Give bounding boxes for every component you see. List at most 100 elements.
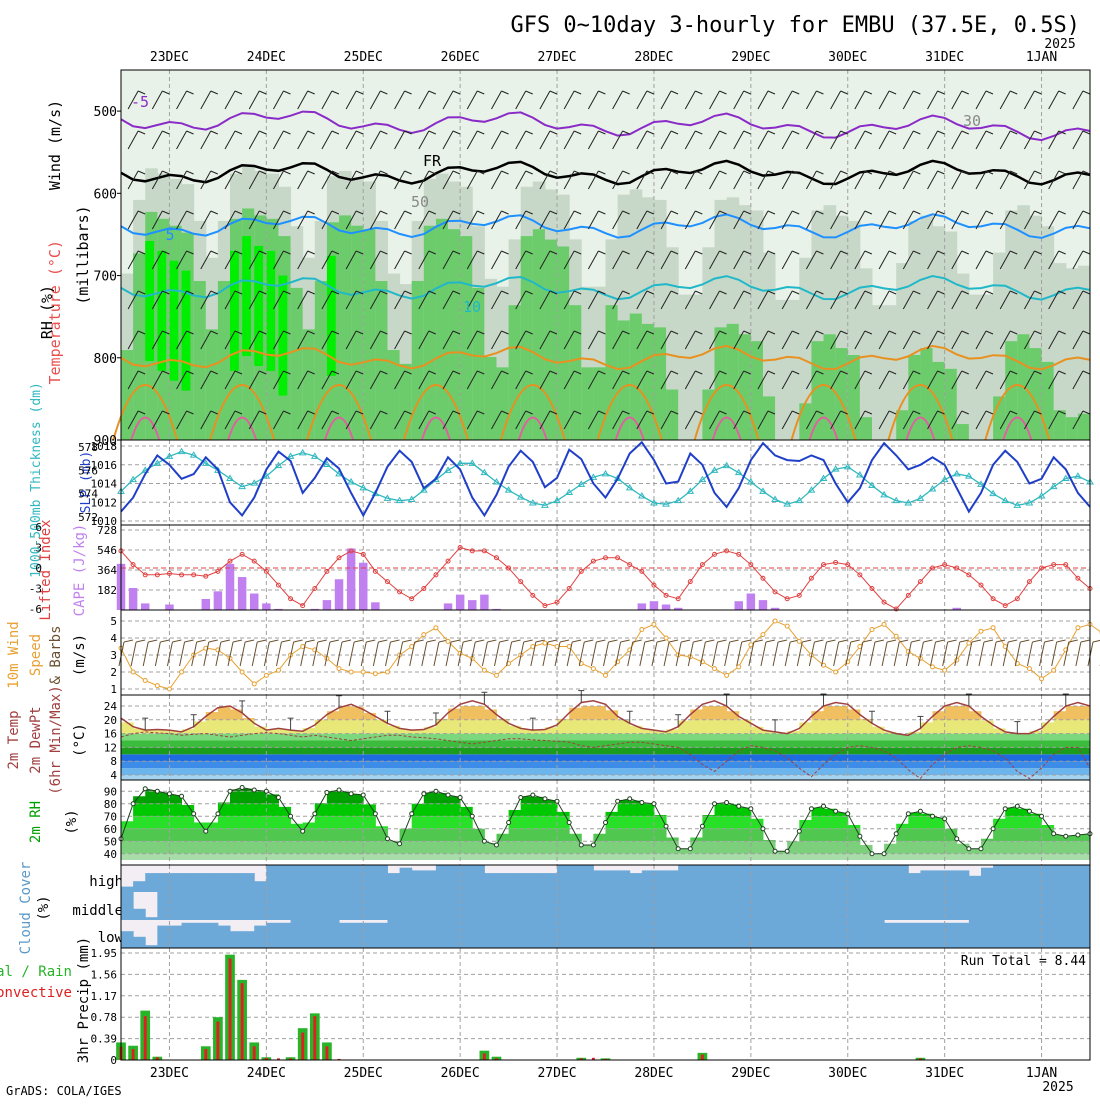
- cloud-bar: [1065, 865, 1079, 892]
- upper-wind-barb-flag: [549, 370, 558, 375]
- rh-saturated-cell: [157, 250, 167, 371]
- cloud-bar: [1029, 865, 1043, 892]
- upper-wind-barb-flag: [380, 130, 388, 135]
- wind10-barb: [1063, 641, 1070, 667]
- upper-wind-barb-flag: [937, 130, 945, 135]
- cloud-bar: [581, 865, 594, 892]
- temp-band: [678, 740, 691, 748]
- temp-band: [399, 747, 413, 755]
- cloud-bar: [799, 920, 812, 948]
- rh2m-band: [435, 816, 449, 829]
- upper-wind-barb: [369, 410, 381, 430]
- upper-wind-barb: [805, 130, 817, 150]
- upper-wind-barb: [902, 210, 914, 230]
- wind10-barb: [1026, 641, 1033, 667]
- rh2m-point: [481, 838, 487, 844]
- upper-wind-barb-flag: [137, 370, 146, 375]
- temp-band: [544, 747, 558, 755]
- temp-band: [133, 740, 146, 748]
- upper-wind-barb: [660, 290, 672, 310]
- temp-band: [871, 754, 885, 762]
- wind10-barb: [300, 641, 307, 667]
- upper-wind-barb: [975, 410, 987, 430]
- wind10-barb-flag: [220, 639, 231, 643]
- temp-band: [1053, 761, 1067, 769]
- upper-wind-barb: [297, 130, 309, 150]
- upper-wind-barb-flag: [937, 370, 945, 375]
- temp-band: [835, 761, 849, 769]
- cloud-bar: [423, 870, 437, 892]
- thickness-point: [371, 489, 380, 497]
- rh2m-band: [411, 828, 425, 842]
- rh2m-point: [663, 823, 669, 829]
- cloud-bar: [399, 867, 413, 892]
- rh2m-band: [1005, 841, 1018, 854]
- upper-wind-barb: [321, 410, 333, 430]
- upper-wind-barb-flag: [1058, 130, 1066, 135]
- wind10-barb-flag: [814, 639, 824, 643]
- temp-band: [351, 747, 364, 755]
- temp-band: [1065, 775, 1079, 780]
- wind10-barb: [966, 641, 973, 667]
- temp-band: [217, 754, 231, 762]
- upper-wind-barb: [902, 170, 914, 190]
- temp-band: [968, 719, 982, 734]
- wind10-barb: [833, 641, 840, 667]
- upper-wind-barb-flag: [1034, 250, 1042, 255]
- upper-wind-barb-flag: [622, 90, 630, 95]
- upper-wind-barb: [830, 170, 842, 190]
- upper-wind-barb: [369, 290, 381, 310]
- lifted-index-tick-label: -6: [29, 603, 42, 616]
- upper-wind-barb: [151, 210, 163, 230]
- wind10-barb: [857, 641, 864, 667]
- wind10-barb: [627, 641, 634, 667]
- upper-wind-barb-flag: [186, 370, 194, 375]
- temp-band: [532, 754, 546, 762]
- temp-band: [1065, 761, 1079, 769]
- rh2m-band: [968, 853, 982, 860]
- rh2m-band: [1029, 841, 1043, 854]
- rh2m-band: [1065, 841, 1079, 854]
- upper-wind-barb-flag: [1058, 370, 1066, 375]
- rh2m-band: [423, 828, 437, 842]
- upper-wind-barb: [660, 90, 672, 110]
- cloud-bar: [908, 892, 921, 920]
- wind-speed-point: [1051, 667, 1057, 673]
- temp2m-label-c: (6hr Min/Max): [48, 685, 64, 795]
- cloud-bar: [1077, 892, 1091, 920]
- rh-moist-cell: [399, 363, 413, 440]
- upper-wind-barb: [127, 90, 139, 110]
- rh2m-point: [457, 795, 463, 800]
- temp-band: [278, 754, 292, 762]
- temp-band: [314, 768, 328, 775]
- rh2m-band: [1077, 834, 1091, 842]
- thickness-point: [807, 486, 816, 493]
- temp-band: [230, 747, 243, 755]
- upper-wind-barb: [999, 130, 1011, 150]
- wind10-barb-flag: [717, 639, 727, 643]
- upper-wind-barb: [1024, 210, 1035, 230]
- warm-isotherm-bubble: [596, 384, 663, 441]
- upper-wind-barb-flag: [452, 290, 461, 295]
- temp-band: [799, 747, 812, 755]
- cloud-bar: [217, 873, 231, 892]
- thickness-point: [201, 459, 210, 466]
- temp-band: [956, 719, 970, 734]
- cloud-bar: [823, 920, 837, 948]
- upper-wind-barb-flag: [646, 210, 655, 215]
- upper-wind-barb: [878, 370, 890, 390]
- upper-wind-barb-flag: [695, 90, 703, 95]
- temp-band: [762, 768, 776, 775]
- lifted-index-point: [869, 586, 875, 591]
- upper-wind-barb: [999, 290, 1011, 310]
- wind10-barb-flag: [693, 639, 703, 643]
- wind10-barb: [796, 641, 803, 667]
- rh2m-band: [944, 828, 958, 842]
- cape-tick-label: 182: [97, 584, 117, 597]
- temp-band: [290, 733, 304, 741]
- temp-band: [508, 733, 522, 741]
- wind10-barb: [275, 641, 282, 667]
- wind10-barb-flag: [354, 639, 364, 643]
- thickness-point: [1001, 496, 1010, 504]
- lifted-index-point: [191, 572, 197, 578]
